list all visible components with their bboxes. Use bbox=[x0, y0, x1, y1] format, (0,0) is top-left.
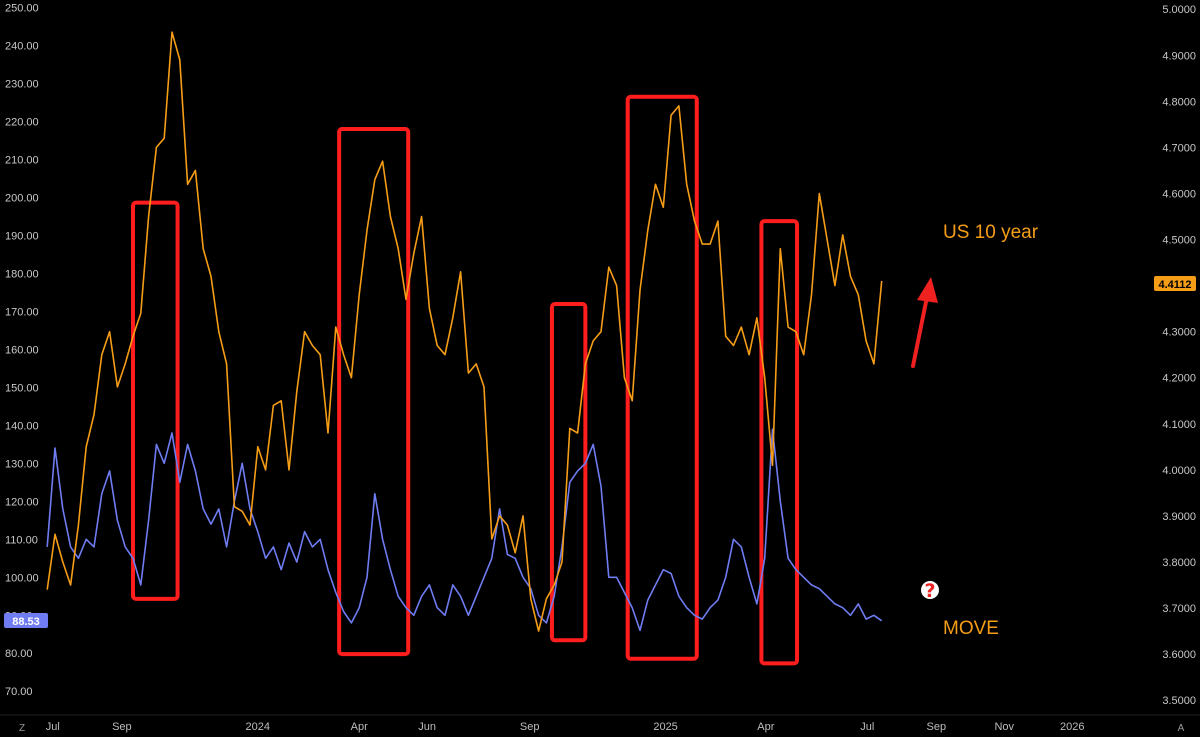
right-tick-label: 3.7000 bbox=[1162, 603, 1196, 615]
us10y-last-value-badge: 4.4112 bbox=[1154, 276, 1196, 291]
left-tick-label: 70.00 bbox=[5, 686, 33, 698]
time-tick-label: 2024 bbox=[246, 721, 270, 733]
highlight-boxes bbox=[131, 94, 800, 666]
us10y-series-line bbox=[46, 31, 883, 632]
time-tick-label: Apr bbox=[757, 721, 774, 733]
right-tick-label: 3.6000 bbox=[1162, 649, 1196, 661]
left-tick-label: 140.00 bbox=[5, 420, 39, 432]
right-tick-label: 4.9000 bbox=[1162, 50, 1196, 62]
right-tick-label: 4.5000 bbox=[1162, 235, 1196, 247]
us10y-annotation: US 10 year bbox=[943, 222, 1039, 243]
time-tick-label: Sep bbox=[112, 721, 132, 733]
left-tick-label: 120.00 bbox=[5, 496, 39, 508]
highlight-box-3 bbox=[549, 302, 588, 643]
right-tick-label: 3.5000 bbox=[1162, 695, 1196, 707]
time-axis[interactable]: Jul Sep 2024 Apr Jun Sep 2025 Apr Jul Sep Nov 2026 bbox=[46, 721, 1085, 733]
move-last-value-badge: 88.53 bbox=[4, 613, 48, 628]
time-tick-label: 2026 bbox=[1060, 721, 1084, 733]
right-tick-label: 4.0000 bbox=[1162, 465, 1196, 477]
time-tick-label: 2025 bbox=[653, 721, 677, 733]
highlight-box-1 bbox=[131, 200, 180, 601]
series-lines bbox=[46, 31, 883, 632]
right-tick-label: 4.7000 bbox=[1162, 142, 1196, 154]
time-tick-label: Jul bbox=[860, 721, 874, 733]
time-tick-label: Nov bbox=[994, 721, 1014, 733]
right-tick-label: 5.0000 bbox=[1162, 4, 1196, 16]
svg-text:4.4112: 4.4112 bbox=[1158, 279, 1191, 291]
move-annotation: MOVE bbox=[943, 618, 999, 639]
right-tick-label: 3.9000 bbox=[1162, 511, 1196, 523]
right-tick-label: 4.1000 bbox=[1162, 419, 1196, 431]
up-arrow-icon bbox=[911, 277, 938, 368]
left-tick-label: 130.00 bbox=[5, 458, 39, 470]
left-tick-label: 170.00 bbox=[5, 306, 39, 318]
left-tick-label: 220.00 bbox=[5, 117, 39, 129]
move-series-line bbox=[46, 428, 883, 632]
time-tick-label: Apr bbox=[351, 721, 368, 733]
left-tick-label: 160.00 bbox=[5, 344, 39, 356]
time-tick-label: Sep bbox=[520, 721, 540, 733]
left-tick-label: 190.00 bbox=[5, 230, 39, 242]
left-tick-label: 110.00 bbox=[5, 534, 38, 546]
left-tick-label: 150.00 bbox=[5, 382, 39, 394]
left-tick-label: 230.00 bbox=[5, 79, 39, 91]
time-tick-label: Jun bbox=[418, 721, 436, 733]
right-tick-label: 4.6000 bbox=[1162, 188, 1196, 200]
question-mark-icon: ? bbox=[921, 580, 939, 602]
left-tick-label: 80.00 bbox=[5, 648, 33, 660]
right-corner-label[interactable]: A bbox=[1178, 723, 1185, 734]
left-tick-label: 240.00 bbox=[5, 41, 39, 53]
right-tick-label: 3.8000 bbox=[1162, 557, 1196, 569]
right-tick-label: 4.8000 bbox=[1162, 96, 1196, 108]
left-tick-label: 250.00 bbox=[5, 3, 39, 15]
left-tick-label: 200.00 bbox=[5, 192, 39, 204]
time-tick-label: Sep bbox=[927, 721, 947, 733]
left-tick-label: 180.00 bbox=[5, 268, 39, 280]
svg-text:?: ? bbox=[924, 580, 935, 602]
highlight-box-4 bbox=[625, 94, 699, 661]
right-tick-label: 4.2000 bbox=[1162, 373, 1196, 385]
left-corner-label[interactable]: Z bbox=[19, 723, 25, 734]
left-tick-label: 210.00 bbox=[5, 155, 39, 167]
svg-text:88.53: 88.53 bbox=[12, 616, 40, 628]
left-tick-label: 100.00 bbox=[5, 572, 39, 584]
highlight-box-5 bbox=[759, 219, 800, 666]
time-tick-label: Jul bbox=[46, 721, 60, 733]
highlight-box-2 bbox=[337, 126, 411, 657]
right-tick-label: 4.3000 bbox=[1162, 327, 1196, 339]
